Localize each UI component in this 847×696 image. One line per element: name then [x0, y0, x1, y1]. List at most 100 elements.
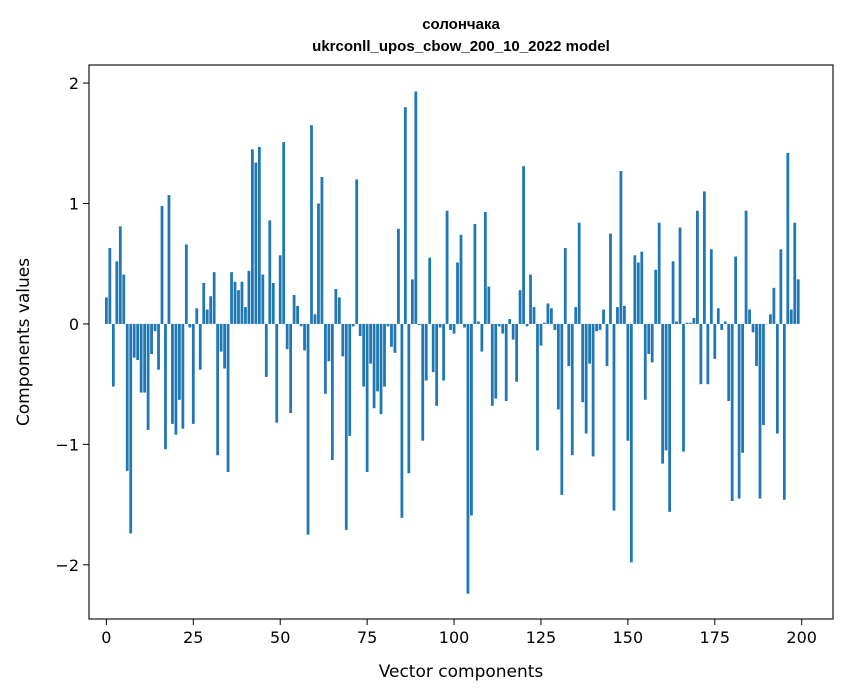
bar-112: [494, 323, 498, 399]
bar-59: [310, 125, 313, 324]
x-axis-label: Vector components: [379, 662, 544, 682]
bar-41: [247, 270, 251, 324]
bar-33: [219, 323, 223, 352]
bar-30: [209, 296, 213, 324]
bar-109: [483, 211, 487, 324]
bar-148: [619, 170, 623, 324]
bar-73: [358, 323, 362, 336]
bar-89: [414, 91, 418, 324]
bar-95: [435, 323, 439, 406]
bar-152: [633, 255, 637, 324]
bar-154: [640, 251, 644, 324]
bar-62: [320, 177, 324, 324]
bar-52: [285, 323, 289, 350]
bar-170: [696, 210, 699, 324]
bar-166: [682, 323, 685, 452]
bar-176: [716, 308, 720, 324]
bar-28: [202, 282, 206, 324]
bar-196: [786, 152, 790, 324]
bar-64: [327, 323, 331, 362]
bar-65: [330, 323, 334, 461]
bar-136: [577, 222, 581, 324]
bar-18: [167, 195, 171, 324]
bar-4: [118, 226, 122, 324]
bar-130: [556, 323, 560, 410]
bar-118: [515, 323, 519, 382]
bar-38: [237, 290, 240, 324]
bar-133: [567, 323, 571, 367]
bar-171: [699, 323, 703, 385]
bar-110: [487, 286, 491, 324]
bar-114: [501, 323, 505, 334]
bar-183: [741, 323, 744, 453]
bar-165: [678, 227, 682, 324]
bar-24: [188, 323, 192, 328]
bar-21: [178, 323, 181, 400]
y-tick-label: −2: [55, 556, 79, 575]
bar-160: [661, 323, 665, 464]
bar-116: [508, 319, 512, 324]
bar-138: [584, 323, 588, 434]
bar-84: [397, 228, 400, 324]
bar-72: [355, 179, 359, 324]
bar-96: [438, 323, 442, 328]
bar-80: [383, 323, 386, 387]
bar-49: [275, 323, 279, 423]
bar-149: [623, 305, 626, 324]
bar-137: [581, 323, 585, 403]
bar-8: [132, 323, 136, 358]
bar-194: [779, 249, 783, 324]
bar-182: [737, 323, 741, 499]
bar-140: [591, 323, 595, 457]
bar-161: [664, 323, 668, 451]
bar-158: [654, 269, 658, 324]
bar-20: [174, 323, 178, 435]
bar-186: [751, 323, 755, 333]
bar-5: [122, 274, 126, 324]
bar-172: [702, 191, 706, 324]
bar-156: [647, 323, 651, 355]
bar-77: [372, 323, 376, 409]
bar-1: [108, 248, 112, 324]
bar-98: [445, 210, 449, 324]
bar-88: [410, 279, 414, 324]
bar-40: [244, 307, 247, 324]
y-tick-label: 2: [69, 74, 79, 93]
bar-197: [789, 309, 793, 324]
bar-103: [463, 323, 466, 328]
bar-55: [296, 305, 299, 324]
x-tick-label: 150: [613, 628, 644, 647]
bar-90: [417, 323, 421, 326]
x-tick-label: 100: [439, 628, 470, 647]
chart-title-line2: ukrconll_upos_cbow_200_10_2022 model: [312, 38, 610, 55]
bar-9: [136, 323, 140, 361]
bar-100: [452, 323, 456, 334]
bar-191: [769, 314, 772, 324]
bar-81: [386, 323, 390, 327]
bar-92: [424, 323, 428, 381]
bar-34: [223, 323, 226, 369]
y-axis-label: Components values: [14, 258, 34, 426]
bar-104: [466, 323, 470, 594]
bar-17: [164, 323, 167, 450]
bar-97: [442, 323, 446, 381]
x-tick-label: 75: [357, 628, 377, 647]
x-tick-label: 175: [700, 628, 731, 647]
bar-51: [282, 142, 286, 324]
bar-25: [191, 323, 195, 424]
bar-13: [150, 323, 153, 355]
bar-101: [456, 262, 459, 324]
bar-6: [125, 323, 129, 471]
bar-175: [713, 323, 717, 359]
bar-146: [612, 323, 616, 511]
bar-83: [393, 323, 397, 353]
bar-178: [723, 321, 727, 324]
bar-70: [348, 323, 352, 436]
bar-122: [529, 274, 532, 324]
bar-115: [504, 323, 508, 402]
bar-12: [146, 323, 150, 430]
bar-168: [689, 322, 692, 324]
bar-19: [171, 323, 174, 424]
bar-124: [536, 323, 539, 451]
x-tick-label: 25: [183, 628, 203, 647]
